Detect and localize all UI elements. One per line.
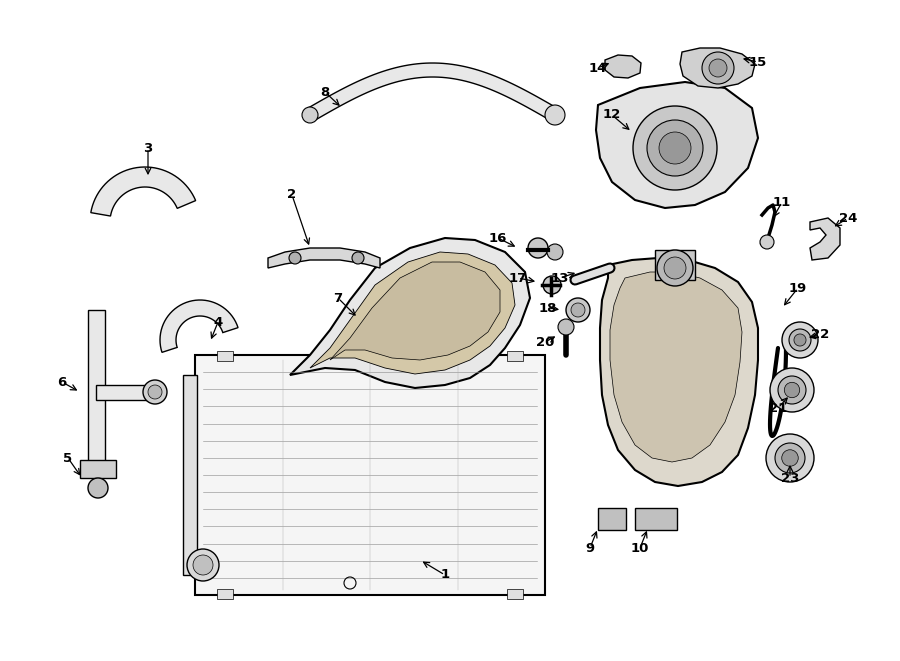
Text: 23: 23 xyxy=(781,471,799,485)
Text: 19: 19 xyxy=(789,282,807,295)
Polygon shape xyxy=(810,218,840,260)
Bar xyxy=(80,460,116,478)
Circle shape xyxy=(193,555,213,575)
Polygon shape xyxy=(307,63,559,121)
Polygon shape xyxy=(610,272,742,462)
Circle shape xyxy=(633,106,717,190)
Circle shape xyxy=(566,298,590,322)
Polygon shape xyxy=(160,300,238,352)
Polygon shape xyxy=(88,310,105,465)
Text: 6: 6 xyxy=(58,375,67,389)
Bar xyxy=(195,355,545,595)
Text: 4: 4 xyxy=(213,315,222,329)
Polygon shape xyxy=(268,248,380,268)
Text: 3: 3 xyxy=(143,141,153,155)
Text: 5: 5 xyxy=(63,451,73,465)
Text: 8: 8 xyxy=(320,85,329,98)
Text: 15: 15 xyxy=(749,56,767,69)
Circle shape xyxy=(782,322,818,358)
Polygon shape xyxy=(290,238,530,388)
Text: 21: 21 xyxy=(769,401,788,414)
Circle shape xyxy=(571,303,585,317)
Polygon shape xyxy=(310,252,515,374)
Circle shape xyxy=(760,235,774,249)
Circle shape xyxy=(664,257,686,279)
Text: 16: 16 xyxy=(489,231,508,245)
Circle shape xyxy=(659,132,691,164)
Text: 18: 18 xyxy=(539,301,557,315)
Text: 13: 13 xyxy=(551,272,569,284)
Text: 9: 9 xyxy=(585,541,595,555)
Polygon shape xyxy=(680,48,755,88)
Text: 1: 1 xyxy=(440,568,450,582)
Polygon shape xyxy=(596,82,758,208)
Circle shape xyxy=(702,52,734,84)
Circle shape xyxy=(784,382,800,398)
Circle shape xyxy=(545,105,565,125)
Polygon shape xyxy=(605,55,641,78)
Circle shape xyxy=(143,380,167,404)
Circle shape xyxy=(782,449,798,466)
Circle shape xyxy=(547,244,563,260)
Circle shape xyxy=(547,107,563,123)
Text: 24: 24 xyxy=(839,212,857,225)
Circle shape xyxy=(657,250,693,286)
Text: 2: 2 xyxy=(287,188,297,202)
Circle shape xyxy=(775,443,805,473)
Circle shape xyxy=(148,385,162,399)
Text: 12: 12 xyxy=(603,108,621,122)
Polygon shape xyxy=(330,262,500,360)
Circle shape xyxy=(709,59,727,77)
Circle shape xyxy=(187,549,219,581)
Bar xyxy=(217,351,233,361)
Circle shape xyxy=(302,107,318,123)
Circle shape xyxy=(558,319,574,335)
Bar xyxy=(635,508,677,530)
Text: 20: 20 xyxy=(536,336,554,348)
Polygon shape xyxy=(96,385,155,400)
Text: 17: 17 xyxy=(508,272,527,284)
Bar xyxy=(507,589,523,599)
Circle shape xyxy=(794,334,806,346)
Bar xyxy=(507,351,523,361)
Text: 11: 11 xyxy=(773,196,791,208)
Circle shape xyxy=(789,329,811,351)
Bar xyxy=(655,250,695,280)
Bar xyxy=(183,375,197,575)
Circle shape xyxy=(543,276,561,294)
Circle shape xyxy=(778,376,806,404)
Circle shape xyxy=(770,368,814,412)
Circle shape xyxy=(647,120,703,176)
Text: 10: 10 xyxy=(631,541,649,555)
Bar xyxy=(217,589,233,599)
Polygon shape xyxy=(91,167,195,216)
Polygon shape xyxy=(600,258,758,486)
Circle shape xyxy=(528,238,548,258)
Circle shape xyxy=(766,434,814,482)
Circle shape xyxy=(289,252,301,264)
Text: 7: 7 xyxy=(333,292,343,305)
Circle shape xyxy=(352,252,364,264)
Circle shape xyxy=(88,478,108,498)
Text: 14: 14 xyxy=(589,61,608,75)
Bar xyxy=(598,508,626,530)
Text: 22: 22 xyxy=(811,329,829,342)
